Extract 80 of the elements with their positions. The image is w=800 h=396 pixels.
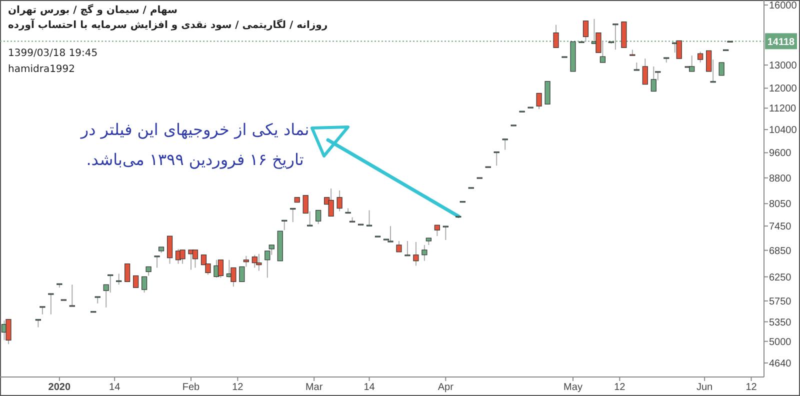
- candlestick: [192, 249, 198, 268]
- text: روزانه / لگاریتمی / سود نقدی و افزایش سرمایه با احتساب آورده: [8, 20, 328, 31]
- candlestick: [494, 151, 500, 166]
- candlestick: [396, 240, 402, 252]
- x-tick-label: Jun: [696, 382, 713, 393]
- candlestick: [239, 266, 245, 282]
- y-tick-label: 16000: [769, 0, 798, 12]
- x-tick-label: 14: [109, 382, 121, 393]
- candlestick: [69, 284, 75, 307]
- candlestick: [388, 226, 394, 242]
- candlestick: [166, 236, 173, 264]
- candlestick: [336, 190, 342, 212]
- text: سهام / سیمان و گچ / بورس تهران: [8, 5, 178, 16]
- candlestick: [243, 255, 249, 268]
- candlestick: [133, 275, 139, 288]
- candlestick: [116, 273, 122, 286]
- candlestick: [282, 220, 288, 231]
- candlestick: [180, 249, 186, 264]
- y-tick-label: 7450: [769, 222, 792, 233]
- x-tick-label: 2020: [48, 382, 71, 393]
- candlestick: [6, 318, 12, 345]
- candlestick: [536, 92, 542, 110]
- candlestick: [290, 208, 296, 223]
- x-tick-label: Mar: [305, 382, 324, 393]
- candlestick: [434, 224, 440, 237]
- x-tick-label: Apr: [438, 382, 454, 393]
- ref-line-label: 14118: [767, 37, 796, 48]
- candlestick: [689, 55, 695, 72]
- candlestick: [442, 226, 448, 241]
- candlestick: [404, 240, 410, 256]
- y-tick-label: 13000: [769, 60, 798, 72]
- y-tick-label: 5000: [769, 336, 792, 348]
- candlestick: [706, 50, 712, 72]
- candlestick: [676, 40, 682, 59]
- x-tick-label: 12: [614, 382, 626, 393]
- y-tick-label: 5350: [769, 317, 792, 328]
- x-tick-label: 12: [232, 382, 244, 393]
- candlestick: [634, 62, 640, 71]
- candlestick: [48, 293, 54, 315]
- candlestick: [366, 210, 372, 226]
- y-tick-label: 4640: [769, 358, 792, 370]
- candlestick: [718, 62, 724, 76]
- candlestick: [142, 276, 148, 294]
- candlestick: [698, 51, 704, 64]
- y-tick-label: 6850: [769, 246, 792, 257]
- candlestick: [582, 20, 589, 42]
- x-tick-label: Feb: [182, 382, 200, 393]
- y-tick-label: 5750: [769, 296, 792, 308]
- candlestick: [553, 24, 559, 48]
- candlestick: [124, 264, 130, 282]
- candlestick: [422, 244, 428, 262]
- candlestick: [218, 259, 224, 278]
- candlestick: [108, 274, 114, 294]
- y-tick-label: 11200: [769, 104, 797, 115]
- candlestick: [328, 188, 334, 217]
- candlestick: [544, 81, 550, 104]
- y-tick-label: 12000: [769, 84, 798, 95]
- candlestick: [596, 32, 602, 53]
- y-tick-label: 6250: [769, 272, 792, 284]
- candlestick: [413, 241, 419, 266]
- annotation: hamidra1992: [8, 64, 76, 75]
- candlestick: [630, 49, 636, 56]
- candlestick: [349, 216, 356, 222]
- x-tick-label: 12: [746, 382, 758, 393]
- candlestick: [302, 195, 308, 214]
- candlestick: [316, 210, 322, 225]
- candlestick: [642, 58, 648, 85]
- candlestick: [252, 254, 258, 268]
- x-tick-label: 14: [364, 382, 376, 393]
- y-tick-label: 8050: [769, 199, 792, 210]
- y-tick-label: 9600: [769, 148, 792, 160]
- x-tick-label: May: [564, 382, 582, 393]
- y-tick-label: 8800: [769, 173, 792, 184]
- annotation: 1399/03/18 19:45: [8, 48, 98, 59]
- candlestick: [256, 253, 262, 272]
- candlestick: [650, 66, 656, 92]
- y-tick-label: 10400: [769, 125, 798, 136]
- candlestick: [502, 138, 508, 150]
- candlestick: [154, 255, 160, 268]
- annotation: نماد یکی از خروجیهای این فیلتر در تاریخ ۱۶ فروردین ۱۳۹۹ می‌باشد.: [79, 119, 310, 171]
